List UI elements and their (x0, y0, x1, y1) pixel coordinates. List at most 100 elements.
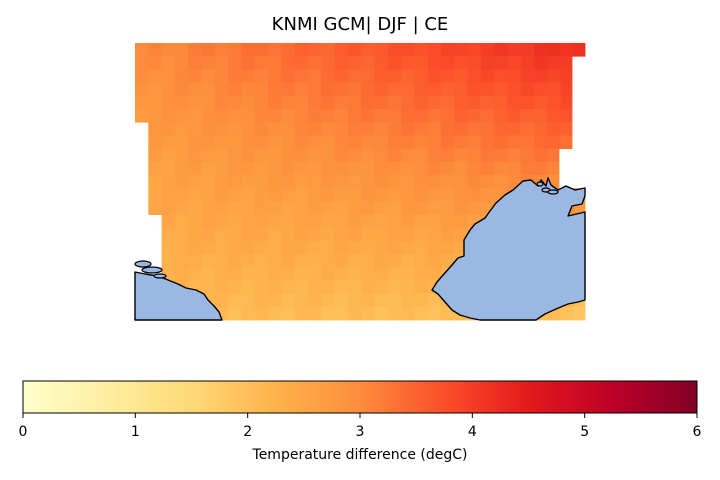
grid-cell (361, 293, 375, 308)
grid-cell (228, 95, 242, 110)
grid-cell (254, 227, 269, 242)
grid-cell (414, 109, 428, 123)
grid-cell (281, 214, 295, 229)
grid-cell (188, 148, 202, 163)
grid-cell (440, 254, 455, 268)
grid-cell (440, 227, 455, 242)
grid-cell (440, 307, 455, 321)
grid-cell (254, 109, 269, 123)
grid-cell (281, 82, 295, 97)
grid-cell (534, 56, 548, 70)
grid-cell (214, 201, 229, 215)
grid-cell (201, 161, 216, 176)
grid-cell (507, 161, 522, 176)
grid-cell (427, 241, 442, 255)
grid-cell (573, 307, 586, 321)
grid-cell (534, 69, 548, 83)
grid-cell (268, 267, 282, 281)
grid-cell (135, 109, 149, 123)
grid-cell (347, 56, 362, 70)
grid-cell (321, 109, 335, 123)
grid-cell (387, 69, 402, 83)
grid-cell (440, 241, 455, 255)
grid-cell (347, 43, 362, 57)
grid-cell (148, 201, 162, 215)
grid-cell (254, 69, 269, 83)
grid-cell (188, 175, 202, 189)
grid-cell (427, 122, 442, 136)
grid-cell (427, 214, 442, 229)
grid-cell (440, 135, 455, 149)
grid-cell (440, 188, 455, 202)
grid-cell (374, 82, 389, 97)
grid-cell (174, 254, 189, 268)
grid-cell (547, 43, 561, 57)
grid-cell (188, 82, 202, 97)
grid-cell (307, 307, 322, 321)
grid-cell (374, 175, 389, 189)
grid-cell (228, 293, 242, 308)
grid-cell (148, 69, 162, 83)
grid-cell (148, 56, 162, 70)
grid-cell (281, 95, 295, 110)
grid-cell (414, 280, 428, 295)
grid-cell (188, 69, 202, 83)
grid-cell (214, 56, 229, 70)
grid-cell (268, 122, 282, 136)
grid-cell (281, 161, 295, 176)
grid-cell (135, 56, 149, 70)
grid-cell (467, 95, 482, 110)
grid-cell (401, 227, 415, 242)
grid-cell (560, 135, 573, 149)
grid-cell (547, 109, 561, 123)
grid-cell (361, 214, 375, 229)
grid-cell (188, 135, 202, 149)
grid-cell (148, 148, 162, 163)
grid-cell (494, 82, 508, 97)
grid-cell (228, 201, 242, 215)
grid-cell (347, 95, 362, 110)
grid-cell (161, 214, 176, 229)
grid-cell (174, 267, 189, 281)
grid-cell (507, 148, 522, 163)
grid-cell (214, 267, 229, 281)
grid-cell (480, 161, 495, 176)
grid-cell (387, 293, 402, 308)
map-title: KNMI GCM| DJF | CE (271, 14, 449, 35)
grid-cell (254, 56, 269, 70)
grid-cell (374, 280, 389, 295)
grid-cell (294, 267, 309, 281)
grid-cell (254, 280, 269, 295)
grid-cell (414, 214, 428, 229)
grid-cell (467, 43, 482, 57)
grid-cell (241, 241, 256, 255)
grid-cell (361, 109, 375, 123)
land-region-east (431, 177, 586, 321)
grid-cell (268, 254, 282, 268)
grid-cell (427, 227, 442, 242)
grid-cell (401, 280, 415, 295)
grid-cell (161, 69, 176, 83)
grid-cell (281, 56, 295, 70)
grid-cell (214, 135, 229, 149)
grid-cell (214, 280, 229, 295)
grid-cell (321, 82, 335, 97)
grid-cell (494, 95, 508, 110)
grid-cell (254, 201, 269, 215)
grid-cell (241, 175, 256, 189)
grid-cell (414, 241, 428, 255)
grid-cell (507, 135, 522, 149)
grid-cell (347, 280, 362, 295)
grid-cell (361, 254, 375, 268)
grid-cell (254, 254, 269, 268)
grid-cell (427, 161, 442, 176)
grid-cell (174, 135, 189, 149)
grid-cell (427, 254, 442, 268)
grid-cell (307, 293, 322, 308)
grid-cell (374, 135, 389, 149)
grid-cell (241, 227, 256, 242)
grid-cell (454, 122, 468, 136)
grid-cell (241, 95, 256, 110)
grid-cell (387, 109, 402, 123)
grid-cell (387, 254, 402, 268)
